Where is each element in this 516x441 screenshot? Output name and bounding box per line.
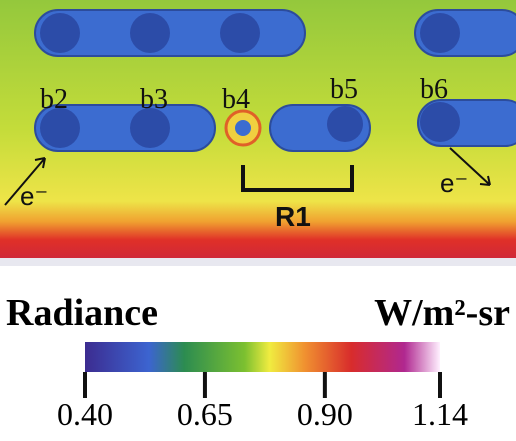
tick-label: 0.65 — [177, 396, 233, 432]
pad-label: b5 — [330, 74, 358, 105]
radiance-image: b2 b3 b4 b5 b6 e⁻ e⁻ R1 — [0, 0, 516, 266]
pad-label: b6 — [420, 74, 448, 105]
region-label: R1 — [275, 201, 311, 232]
colorbar — [85, 342, 440, 372]
tick-label: 1.14 — [412, 396, 468, 432]
colorbar-unit: W/m²-sr — [374, 292, 510, 334]
pad-label: b3 — [140, 84, 168, 115]
pad-label: b2 — [40, 84, 68, 115]
tick-label: 0.90 — [297, 396, 353, 432]
electron-label: e⁻ — [20, 181, 48, 211]
tick-label: 0.40 — [57, 396, 113, 432]
colorbar-title: Radiance — [6, 292, 158, 334]
colorbar-ticks: 0.40 0.65 0.90 1.14 — [57, 372, 468, 432]
electron-label: e⁻ — [440, 168, 468, 198]
pad-label: b4 — [222, 84, 250, 115]
